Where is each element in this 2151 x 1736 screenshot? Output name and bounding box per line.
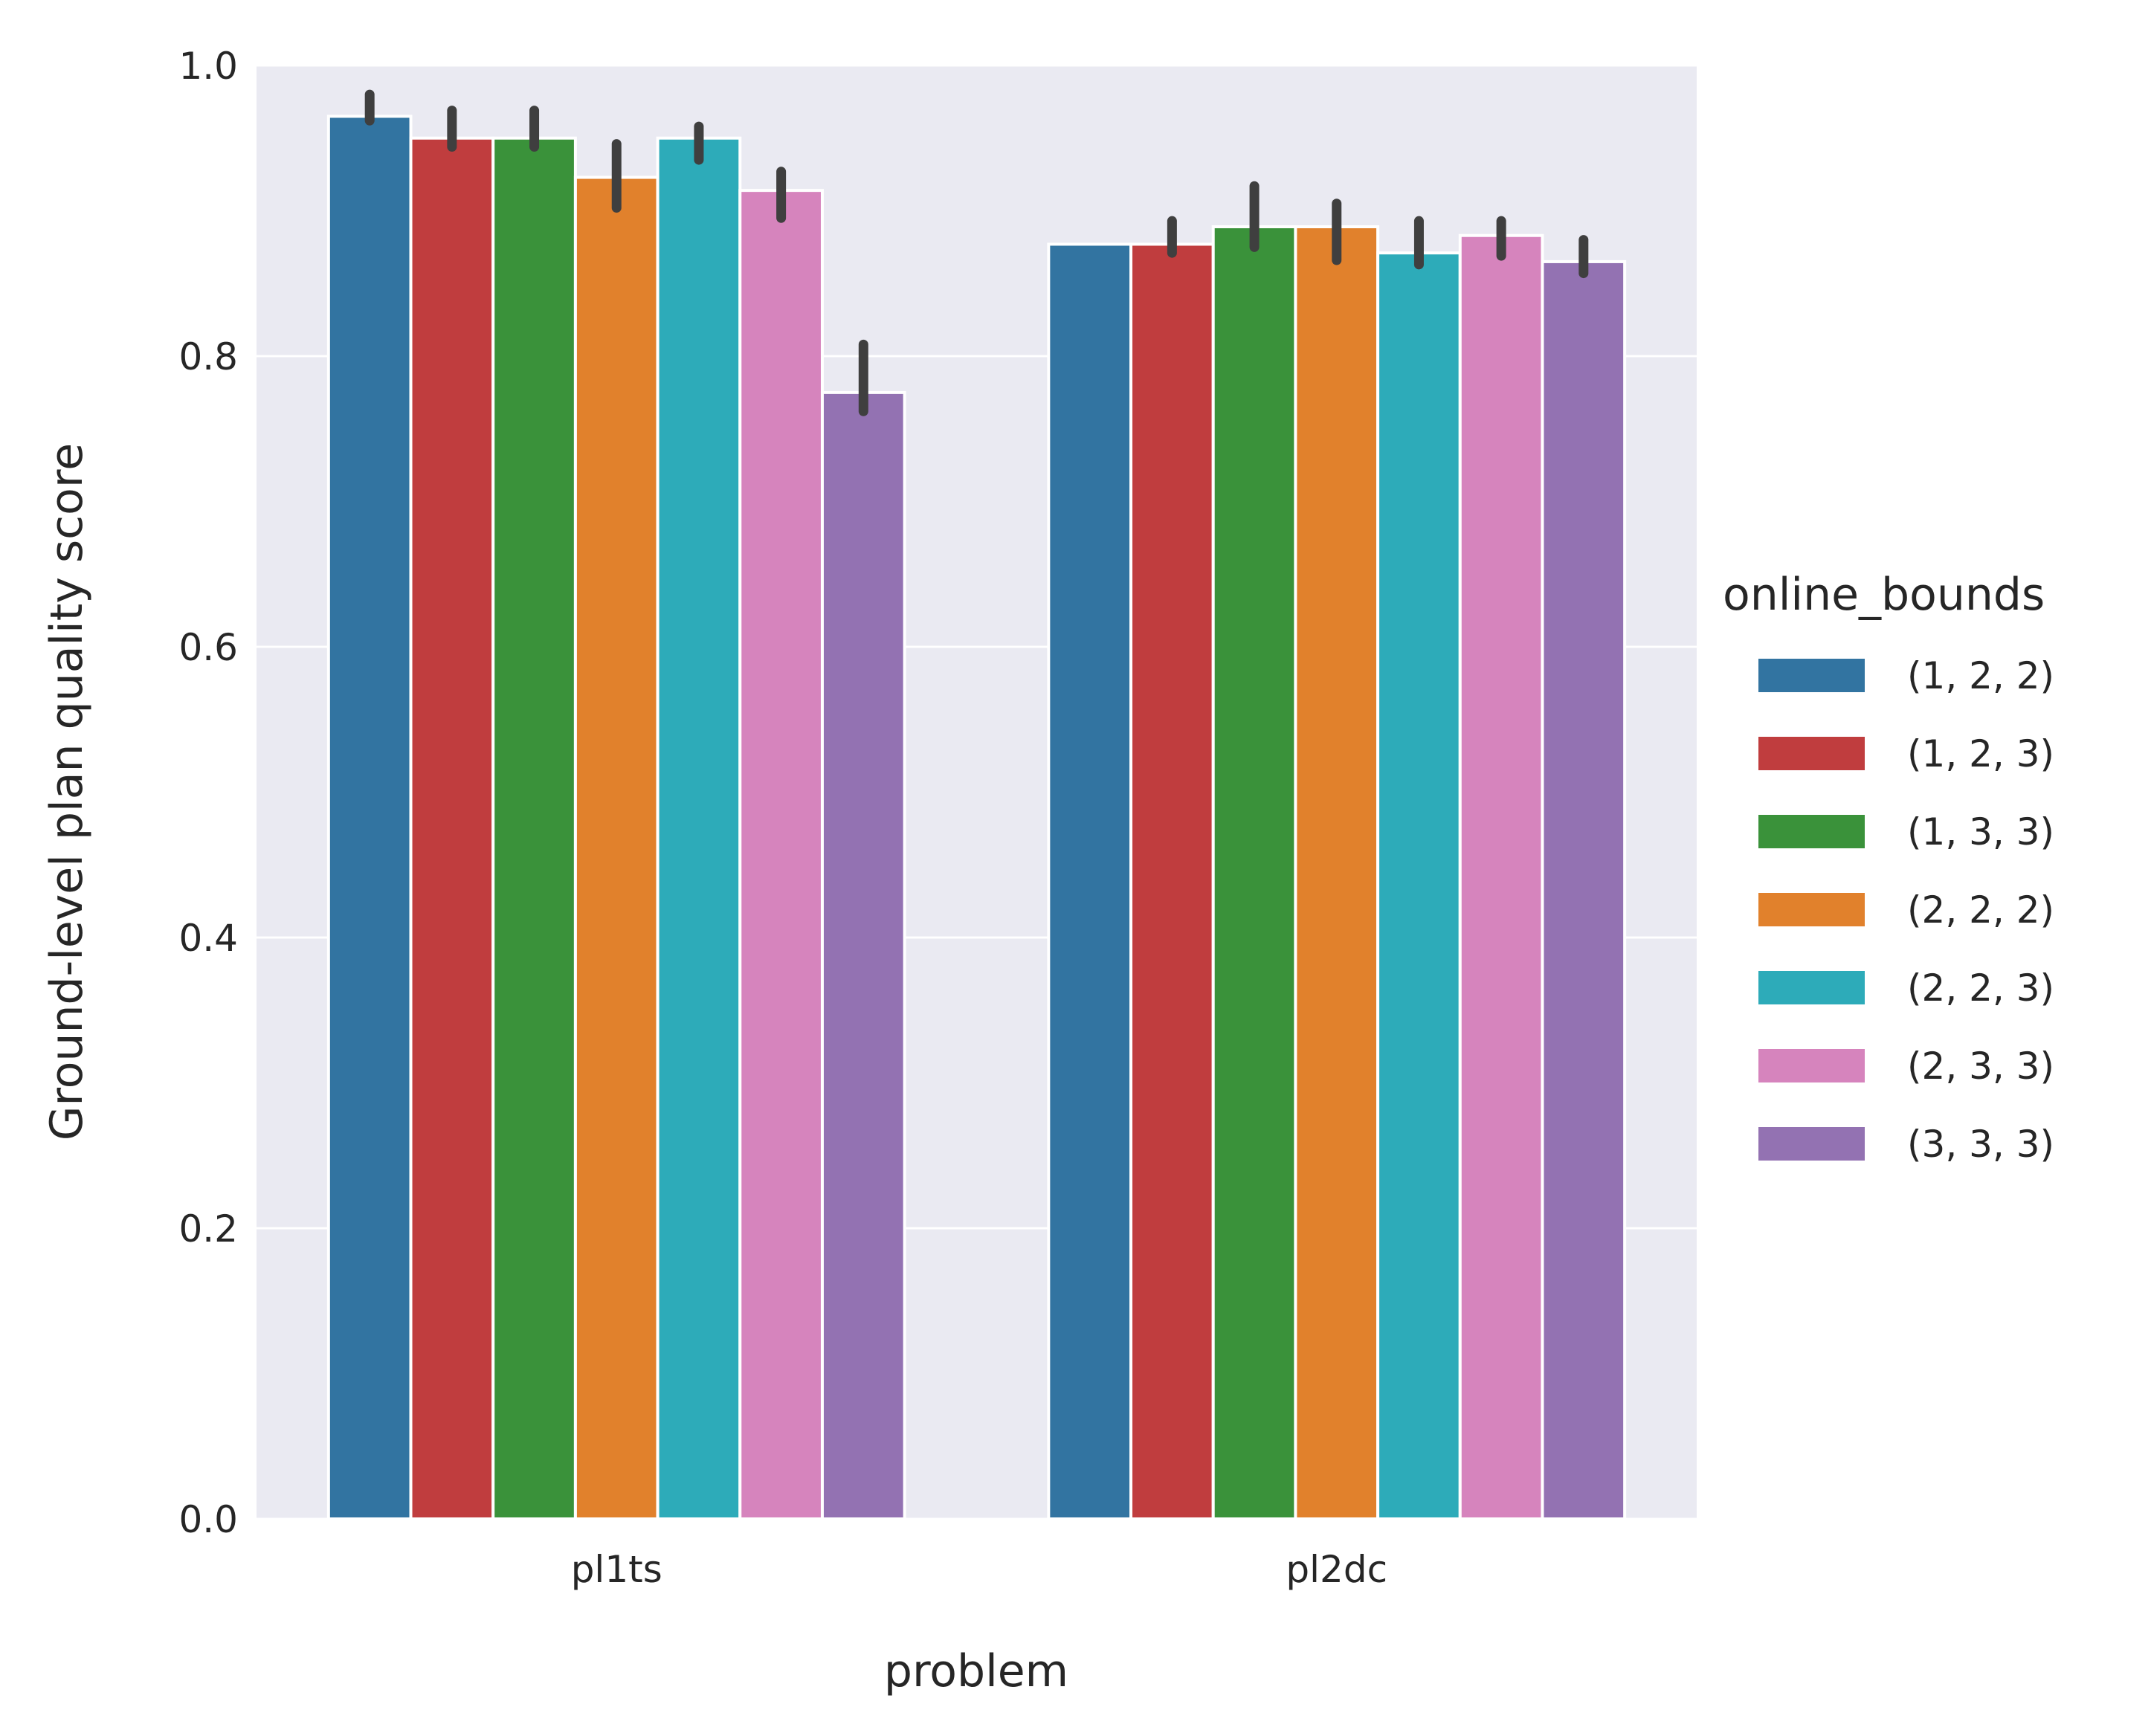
y-tick-label: 1.0 — [178, 45, 238, 88]
legend-label: (2, 3, 3) — [1907, 1045, 2054, 1088]
bar-pl1ts-6 — [738, 189, 824, 1520]
legend-swatch — [1758, 1049, 1865, 1082]
legend-label: (2, 2, 3) — [1907, 967, 2054, 1010]
bar-pl1ts-1 — [326, 114, 413, 1520]
bar-pl1ts-7 — [820, 390, 906, 1520]
y-tick-label: 0.6 — [178, 626, 238, 669]
bar-pl2dc-6 — [1458, 233, 1544, 1520]
x-tick-labels: pl1ts pl2dc — [571, 1548, 1387, 1591]
legend-label: (1, 2, 2) — [1907, 654, 2054, 697]
y-tick-label: 0.0 — [178, 1498, 238, 1541]
y-tick-label: 0.2 — [178, 1207, 238, 1251]
bar-pl2dc-4 — [1294, 225, 1380, 1520]
legend-swatch — [1758, 893, 1865, 926]
legend-swatch — [1758, 737, 1865, 770]
legend-title: online_bounds — [1723, 569, 2045, 621]
error-bars-group — [364, 89, 1589, 416]
legend-swatch — [1758, 815, 1865, 848]
legend: online_bounds (1, 2, 2) (1, 2, 3) (1, 3, 3… — [1723, 569, 2054, 1166]
legend-label: (3, 3, 3) — [1907, 1123, 2054, 1166]
legend-swatch — [1758, 971, 1865, 1004]
bar-pl2dc-1 — [1047, 242, 1133, 1521]
bar-pl1ts-3 — [491, 136, 577, 1520]
y-tick-labels: 0.0 0.2 0.4 0.6 0.8 1.0 — [178, 45, 238, 1541]
legend-swatch — [1758, 1127, 1865, 1161]
x-tick-label: pl1ts — [571, 1548, 662, 1591]
legend-label: (1, 2, 3) — [1907, 732, 2054, 775]
y-axis-label: Ground-level plan quality score — [41, 443, 93, 1140]
bar-pl2dc-3 — [1211, 225, 1297, 1520]
legend-label: (2, 2, 2) — [1907, 888, 2054, 932]
bar-pl1ts-5 — [656, 136, 742, 1520]
bars-group — [326, 114, 1627, 1521]
x-tick-label: pl2dc — [1286, 1548, 1387, 1591]
x-axis-label: problem — [884, 1645, 1068, 1697]
legend-label: (1, 3, 3) — [1907, 810, 2054, 854]
bar-pl1ts-2 — [409, 136, 495, 1520]
bar-pl2dc-5 — [1376, 251, 1462, 1521]
y-tick-label: 0.8 — [178, 335, 238, 378]
bar-pl2dc-2 — [1129, 242, 1215, 1521]
y-tick-label: 0.4 — [178, 917, 238, 960]
bar-pl2dc-7 — [1541, 259, 1627, 1520]
bar-pl1ts-4 — [573, 175, 660, 1520]
legend-swatch — [1758, 659, 1865, 692]
